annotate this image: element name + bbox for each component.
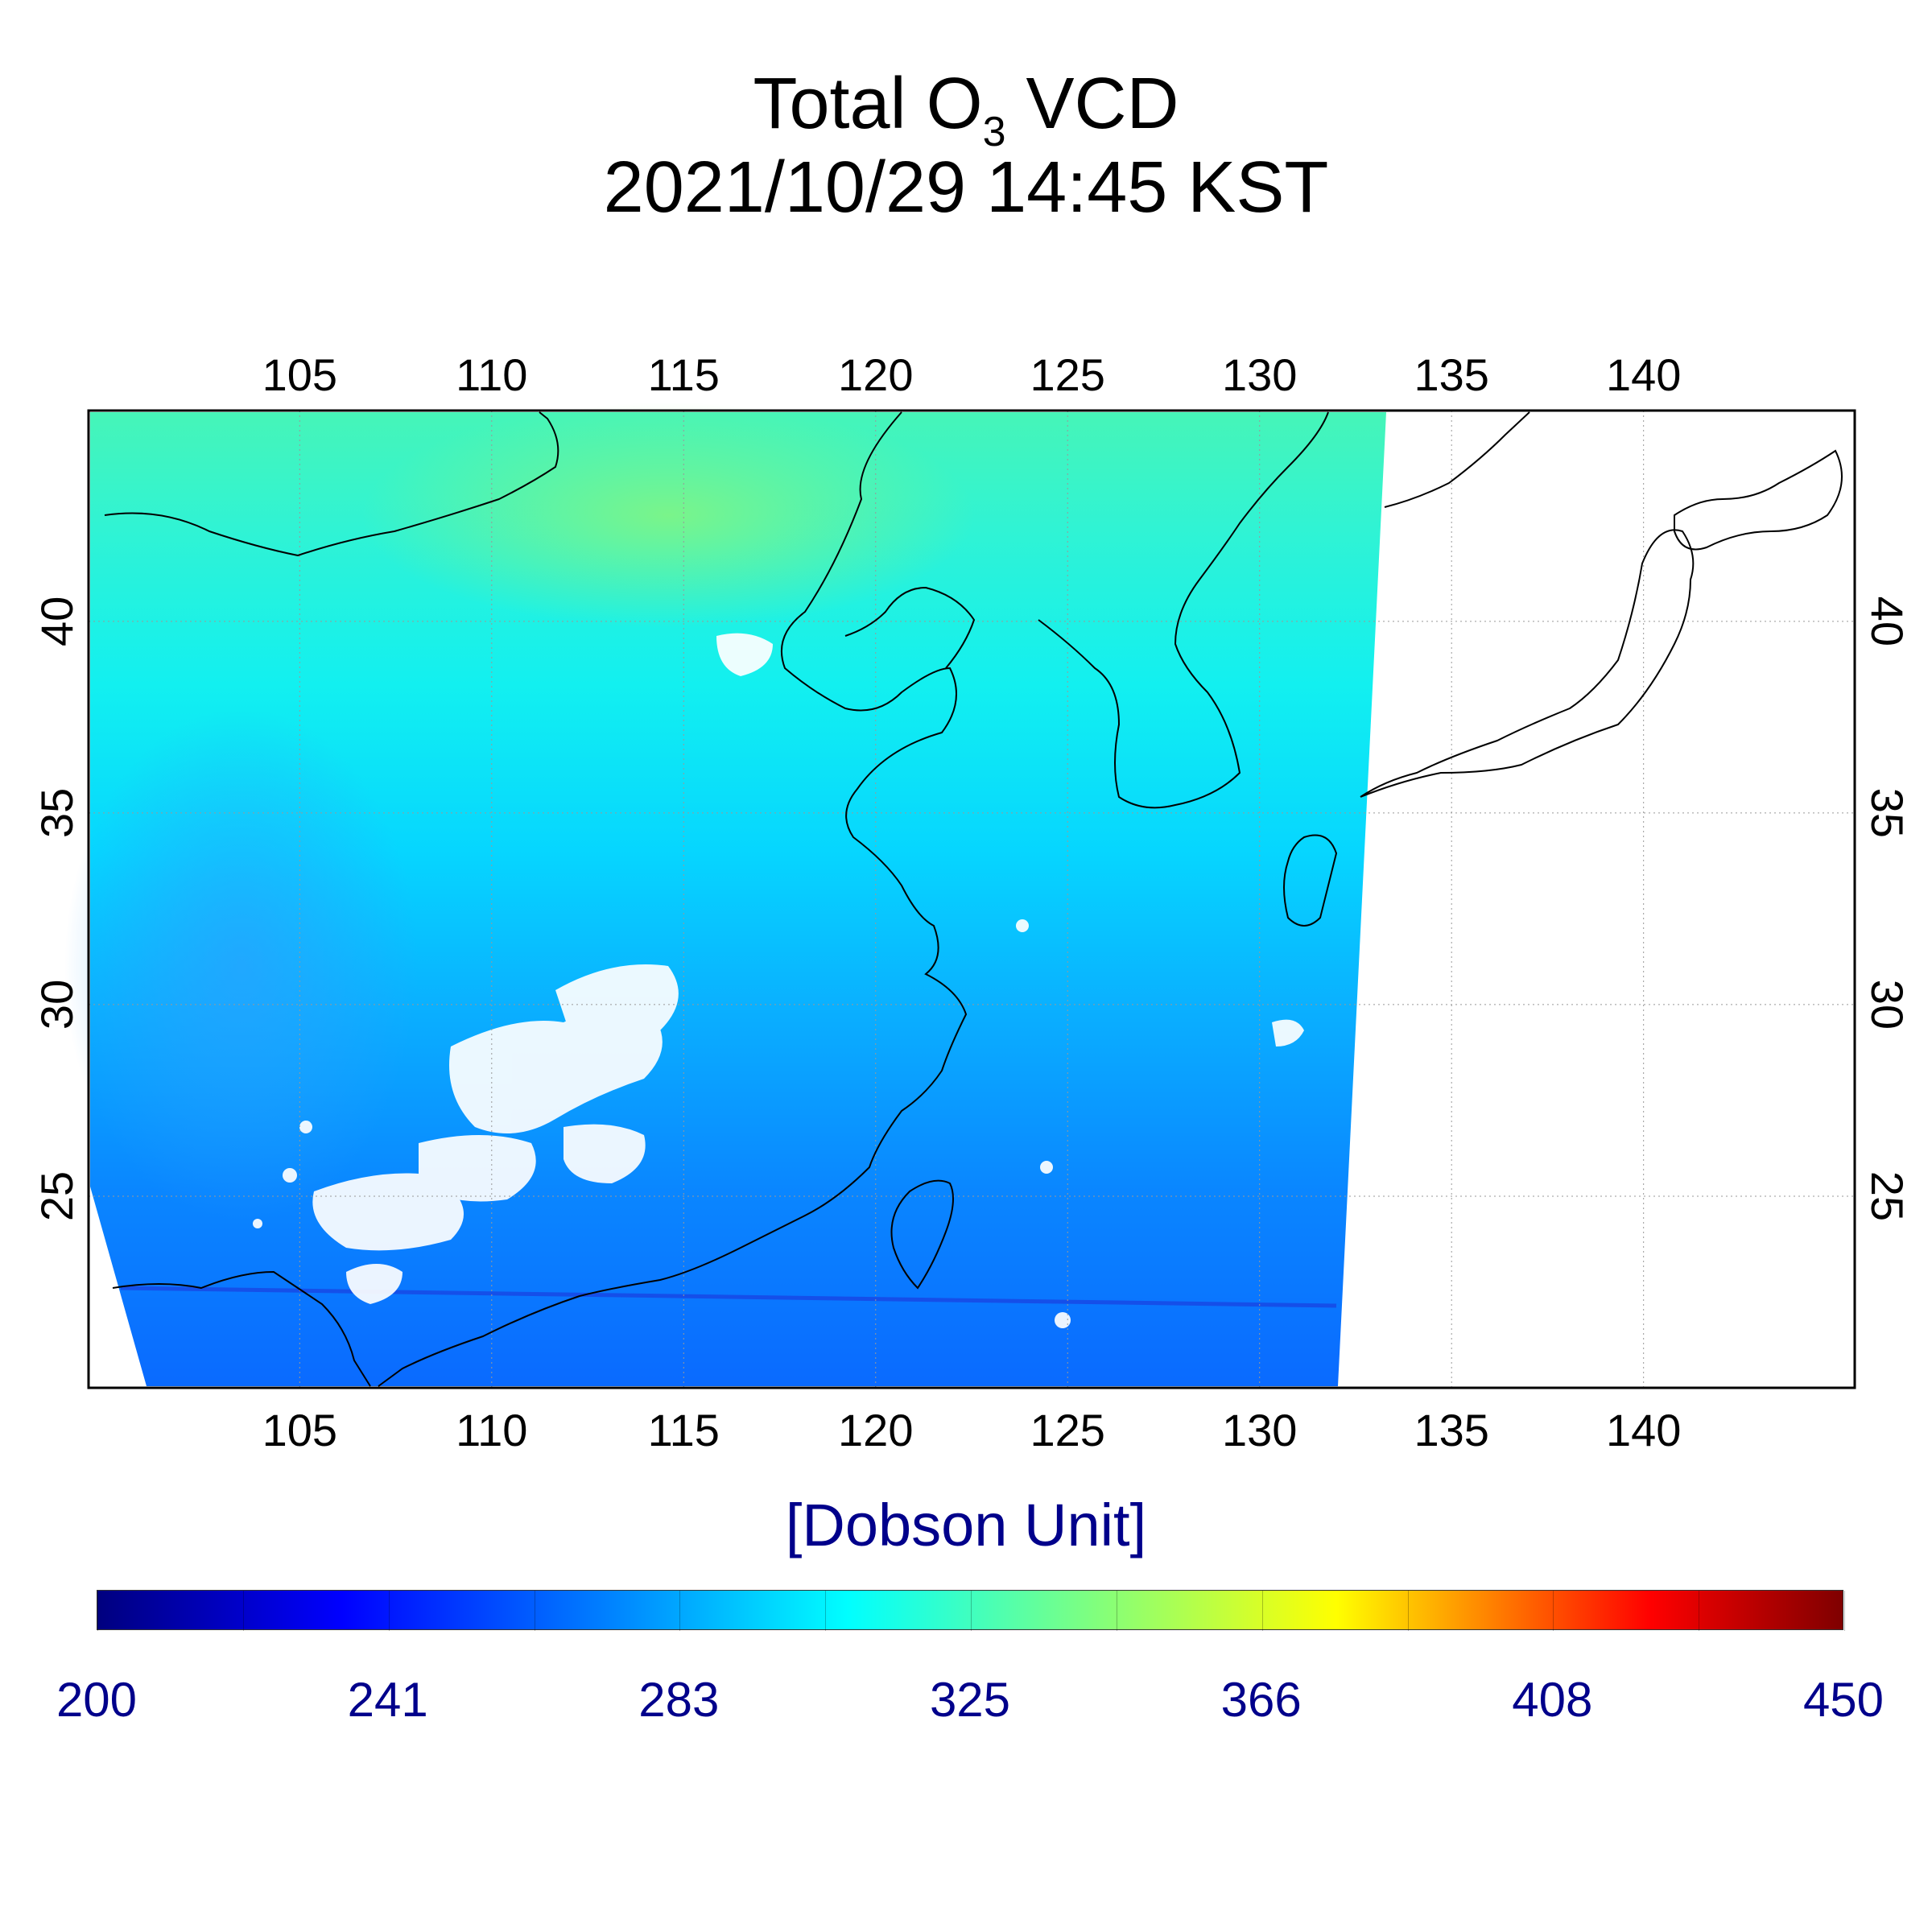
data-swath xyxy=(90,412,1386,1386)
border-china-mongolia xyxy=(104,411,559,557)
coastline-korea xyxy=(1038,411,1329,809)
longitude-labels-bottom: 105 110 115 120 125 130 135 140 xyxy=(262,1405,1682,1455)
lat-tick-label: 25 xyxy=(1862,1171,1913,1221)
coastline-japan-honshu xyxy=(1360,529,1695,798)
latitude-labels-right: 25 30 35 40 xyxy=(1862,597,1913,1221)
colorbar-tick xyxy=(1261,1591,1263,1631)
colorbar-unit-label: [Dobson Unit] xyxy=(785,1492,1147,1558)
map-title: Total O3 VCD xyxy=(753,64,1179,155)
colorbar-tick-label: 241 xyxy=(347,1673,428,1727)
lon-tick-label: 125 xyxy=(1030,349,1105,400)
colorbar-tick-label: 408 xyxy=(1512,1673,1593,1727)
colorbar-tick-label: 283 xyxy=(638,1673,720,1727)
graticule xyxy=(89,411,1855,1388)
lon-tick-label: 140 xyxy=(1606,349,1681,400)
lon-tick-label: 120 xyxy=(838,1405,913,1455)
lon-tick-label: 110 xyxy=(456,1405,527,1455)
lat-tick-label: 40 xyxy=(31,597,82,646)
lat-tick-label: 40 xyxy=(1862,597,1913,646)
colorbar-minor-tick xyxy=(1407,1591,1409,1631)
coastline-japan-hokkaido xyxy=(1674,449,1843,551)
coastline-japan-kyushu xyxy=(1283,834,1338,927)
colorbar-minor-tick xyxy=(242,1591,244,1631)
lon-tick-label: 115 xyxy=(648,349,720,400)
map-frame xyxy=(87,409,1856,1389)
lon-tick-label: 120 xyxy=(838,349,913,400)
lat-tick-label: 25 xyxy=(31,1171,82,1221)
swath-artifact-line xyxy=(120,1286,1337,1308)
lon-tick-label: 115 xyxy=(648,1405,720,1455)
lon-tick-label: 125 xyxy=(1030,1405,1105,1455)
lon-tick-label: 130 xyxy=(1222,1405,1297,1455)
lat-tick-label: 35 xyxy=(1862,788,1913,838)
colorbar-tick-label: 325 xyxy=(929,1673,1011,1727)
lon-tick-label: 135 xyxy=(1414,1405,1488,1455)
colorbar-tick-label: 450 xyxy=(1802,1673,1885,1727)
cloud-masked-areas xyxy=(253,633,1304,1328)
colorbar xyxy=(97,1590,1845,1631)
lon-tick-label: 130 xyxy=(1222,349,1297,400)
lat-tick-label: 30 xyxy=(1862,980,1913,1030)
colorbar-tick xyxy=(1553,1591,1554,1631)
colorbar-minor-tick xyxy=(825,1591,827,1631)
colorbar-tick xyxy=(97,1591,98,1631)
lat-tick-label: 35 xyxy=(31,788,82,838)
longitude-labels-top: 105 110 115 120 125 130 135 140 xyxy=(262,349,1682,400)
latitude-labels-left: 25 30 35 40 xyxy=(31,597,82,1221)
border-china-south xyxy=(112,1270,371,1387)
colorbar-tick xyxy=(388,1591,390,1631)
high-ozone-region xyxy=(362,402,974,628)
colorbar-tick-label: 366 xyxy=(1220,1673,1302,1727)
coastline-taiwan xyxy=(890,1179,954,1290)
lon-tick-label: 105 xyxy=(262,1405,337,1455)
lon-tick-label: 110 xyxy=(456,349,527,400)
colorbar-tick xyxy=(679,1591,681,1631)
colorbar-tick-label: 200 xyxy=(56,1673,138,1727)
lon-tick-label: 140 xyxy=(1606,1405,1681,1455)
coastline-china-north xyxy=(378,411,968,1387)
coastline-liaodong xyxy=(844,586,976,669)
colorbar-tick xyxy=(1844,1591,1845,1631)
map-subtitle-timestamp: 2021/10/29 14:45 KST xyxy=(603,147,1329,228)
coastlines xyxy=(104,411,1843,1387)
lat-tick-label: 30 xyxy=(31,980,82,1030)
colorbar-tick xyxy=(971,1591,972,1631)
coastline-russia xyxy=(1384,411,1530,508)
western-lower-ozone-region xyxy=(64,708,419,1224)
lon-tick-label: 105 xyxy=(262,349,337,400)
lon-tick-label: 135 xyxy=(1414,349,1488,400)
